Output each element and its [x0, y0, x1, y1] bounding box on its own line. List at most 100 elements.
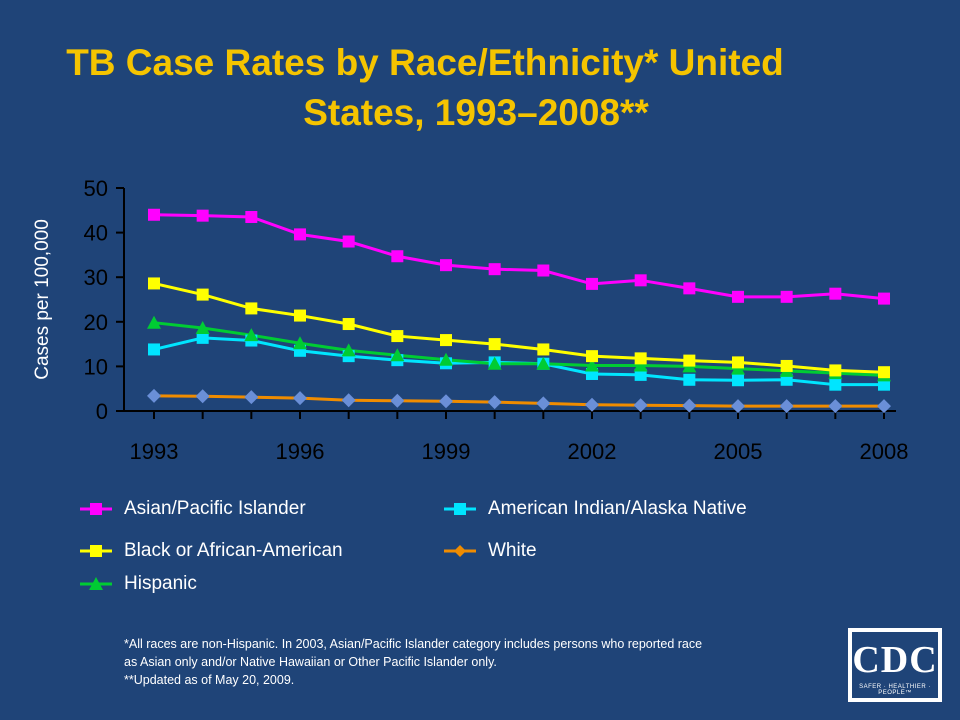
data-point	[634, 352, 647, 365]
data-point	[196, 331, 209, 344]
series-line-asian-pacific-islander	[153, 213, 885, 301]
data-point	[683, 354, 696, 367]
x-tick-label: 1993	[130, 439, 179, 464]
legend-label: Asian/Pacific Islander	[124, 498, 306, 519]
series-line-white	[153, 394, 884, 408]
data-point	[148, 208, 160, 221]
legend-label: American Indian/Alaska Native	[488, 498, 747, 519]
legend-marker-triangle-icon	[80, 577, 112, 590]
data-point	[634, 274, 647, 287]
data-point	[878, 292, 890, 305]
data-point	[440, 334, 452, 347]
data-point	[536, 356, 551, 370]
data-point	[245, 210, 258, 223]
data-point	[195, 321, 210, 335]
x-tick-label: 2002	[568, 439, 617, 464]
data-point	[731, 399, 745, 414]
footnote-line-3: **Updated as of May 20, 2009.	[124, 673, 295, 687]
data-point	[294, 228, 306, 241]
title-line-2: States, 1993–2008**	[303, 92, 649, 133]
data-point	[779, 399, 794, 414]
data-point	[537, 343, 550, 356]
legend-label: White	[488, 540, 537, 561]
data-point	[487, 356, 502, 370]
footnote-line-2: as Asian only and/or Native Hawaiian or …	[124, 655, 497, 669]
data-point	[342, 235, 355, 248]
series-line-black-or-african-american	[153, 281, 885, 374]
legend-marker-square-icon	[80, 503, 112, 515]
data-point	[195, 389, 210, 404]
chart-legend: Asian/Pacific Islander American Indian/A…	[80, 495, 840, 605]
data-point	[391, 330, 404, 343]
data-point	[293, 336, 307, 350]
data-point	[877, 399, 891, 414]
data-point	[780, 290, 793, 303]
data-point	[391, 250, 404, 263]
y-tick-label: 0	[96, 399, 108, 424]
x-tick-label: 2005	[714, 439, 763, 464]
legend-item-american-indian-alaska-native: American Indian/Alaska Native	[444, 495, 747, 523]
legend-marker-diamond-icon	[444, 545, 476, 557]
slide-title: TB Case Rates by Race/Ethnicity* United …	[60, 38, 900, 138]
data-point	[829, 378, 842, 391]
legend-item-asian-pacific-islander: Asian/Pacific Islander	[80, 495, 306, 523]
data-point	[341, 343, 356, 357]
data-point	[487, 395, 502, 410]
legend-item-black-african-american: Black or African-American	[80, 537, 343, 565]
data-point	[439, 352, 453, 366]
data-point	[341, 393, 356, 408]
y-tick-label: 40	[84, 221, 108, 246]
y-tick-label: 10	[84, 354, 108, 379]
cdc-logo-panel: CDC SAFER · HEALTHIER · PEOPLE™	[852, 632, 938, 698]
y-tick-label: 50	[84, 176, 108, 201]
data-point	[390, 393, 405, 408]
data-point	[829, 364, 842, 377]
legend-marker-square-icon	[444, 503, 476, 515]
data-point	[196, 288, 209, 301]
title-line-1: TB Case Rates by Race/Ethnicity* United	[66, 42, 784, 83]
data-point	[633, 358, 648, 372]
data-point	[732, 356, 744, 369]
data-point	[148, 277, 160, 290]
data-point	[683, 373, 696, 386]
data-point	[294, 309, 306, 322]
footnote-line-1: *All races are non-Hispanic. In 2003, As…	[124, 637, 703, 651]
series-line-american-indian-alaska-native	[153, 336, 884, 387]
x-tick-label: 1999	[422, 439, 471, 464]
cdc-logo-tagline: SAFER · HEALTHIER · PEOPLE™	[859, 684, 931, 696]
data-point	[245, 302, 258, 315]
legend-item-white: White	[444, 537, 537, 565]
legend-label: Black or African-American	[124, 540, 343, 561]
data-point	[828, 399, 843, 414]
data-point	[147, 315, 161, 329]
data-point	[585, 358, 599, 372]
data-point	[342, 318, 355, 331]
data-point	[732, 290, 744, 303]
data-point	[196, 209, 209, 222]
data-point	[683, 282, 696, 295]
legend-item-hispanic: Hispanic	[80, 570, 197, 598]
data-point	[244, 390, 259, 405]
cdc-logo: CDC SAFER · HEALTHIER · PEOPLE™	[848, 628, 942, 702]
data-point	[148, 343, 160, 356]
footnote: *All races are non-Hispanic. In 2003, As…	[124, 635, 814, 689]
data-point	[536, 396, 551, 411]
x-tick-label: 1996	[276, 439, 325, 464]
data-point	[586, 350, 598, 363]
data-point	[633, 398, 648, 413]
y-tick-label: 20	[84, 310, 108, 335]
data-point	[829, 287, 842, 300]
legend-label: Hispanic	[124, 573, 197, 594]
x-tick-label: 2008	[860, 439, 909, 464]
data-point	[780, 359, 793, 372]
data-point	[682, 398, 697, 413]
data-point	[293, 391, 307, 406]
data-point	[147, 388, 161, 403]
data-point	[440, 259, 452, 272]
legend-marker-square-icon	[80, 545, 112, 557]
line-chart: 0 10 20 30 40 50 1993 1996 1999 2002 2005 2008 Cases…	[32, 176, 909, 464]
data-point	[585, 397, 599, 412]
y-tick-label: 30	[84, 265, 108, 290]
data-point	[634, 368, 647, 381]
data-point	[586, 277, 598, 290]
